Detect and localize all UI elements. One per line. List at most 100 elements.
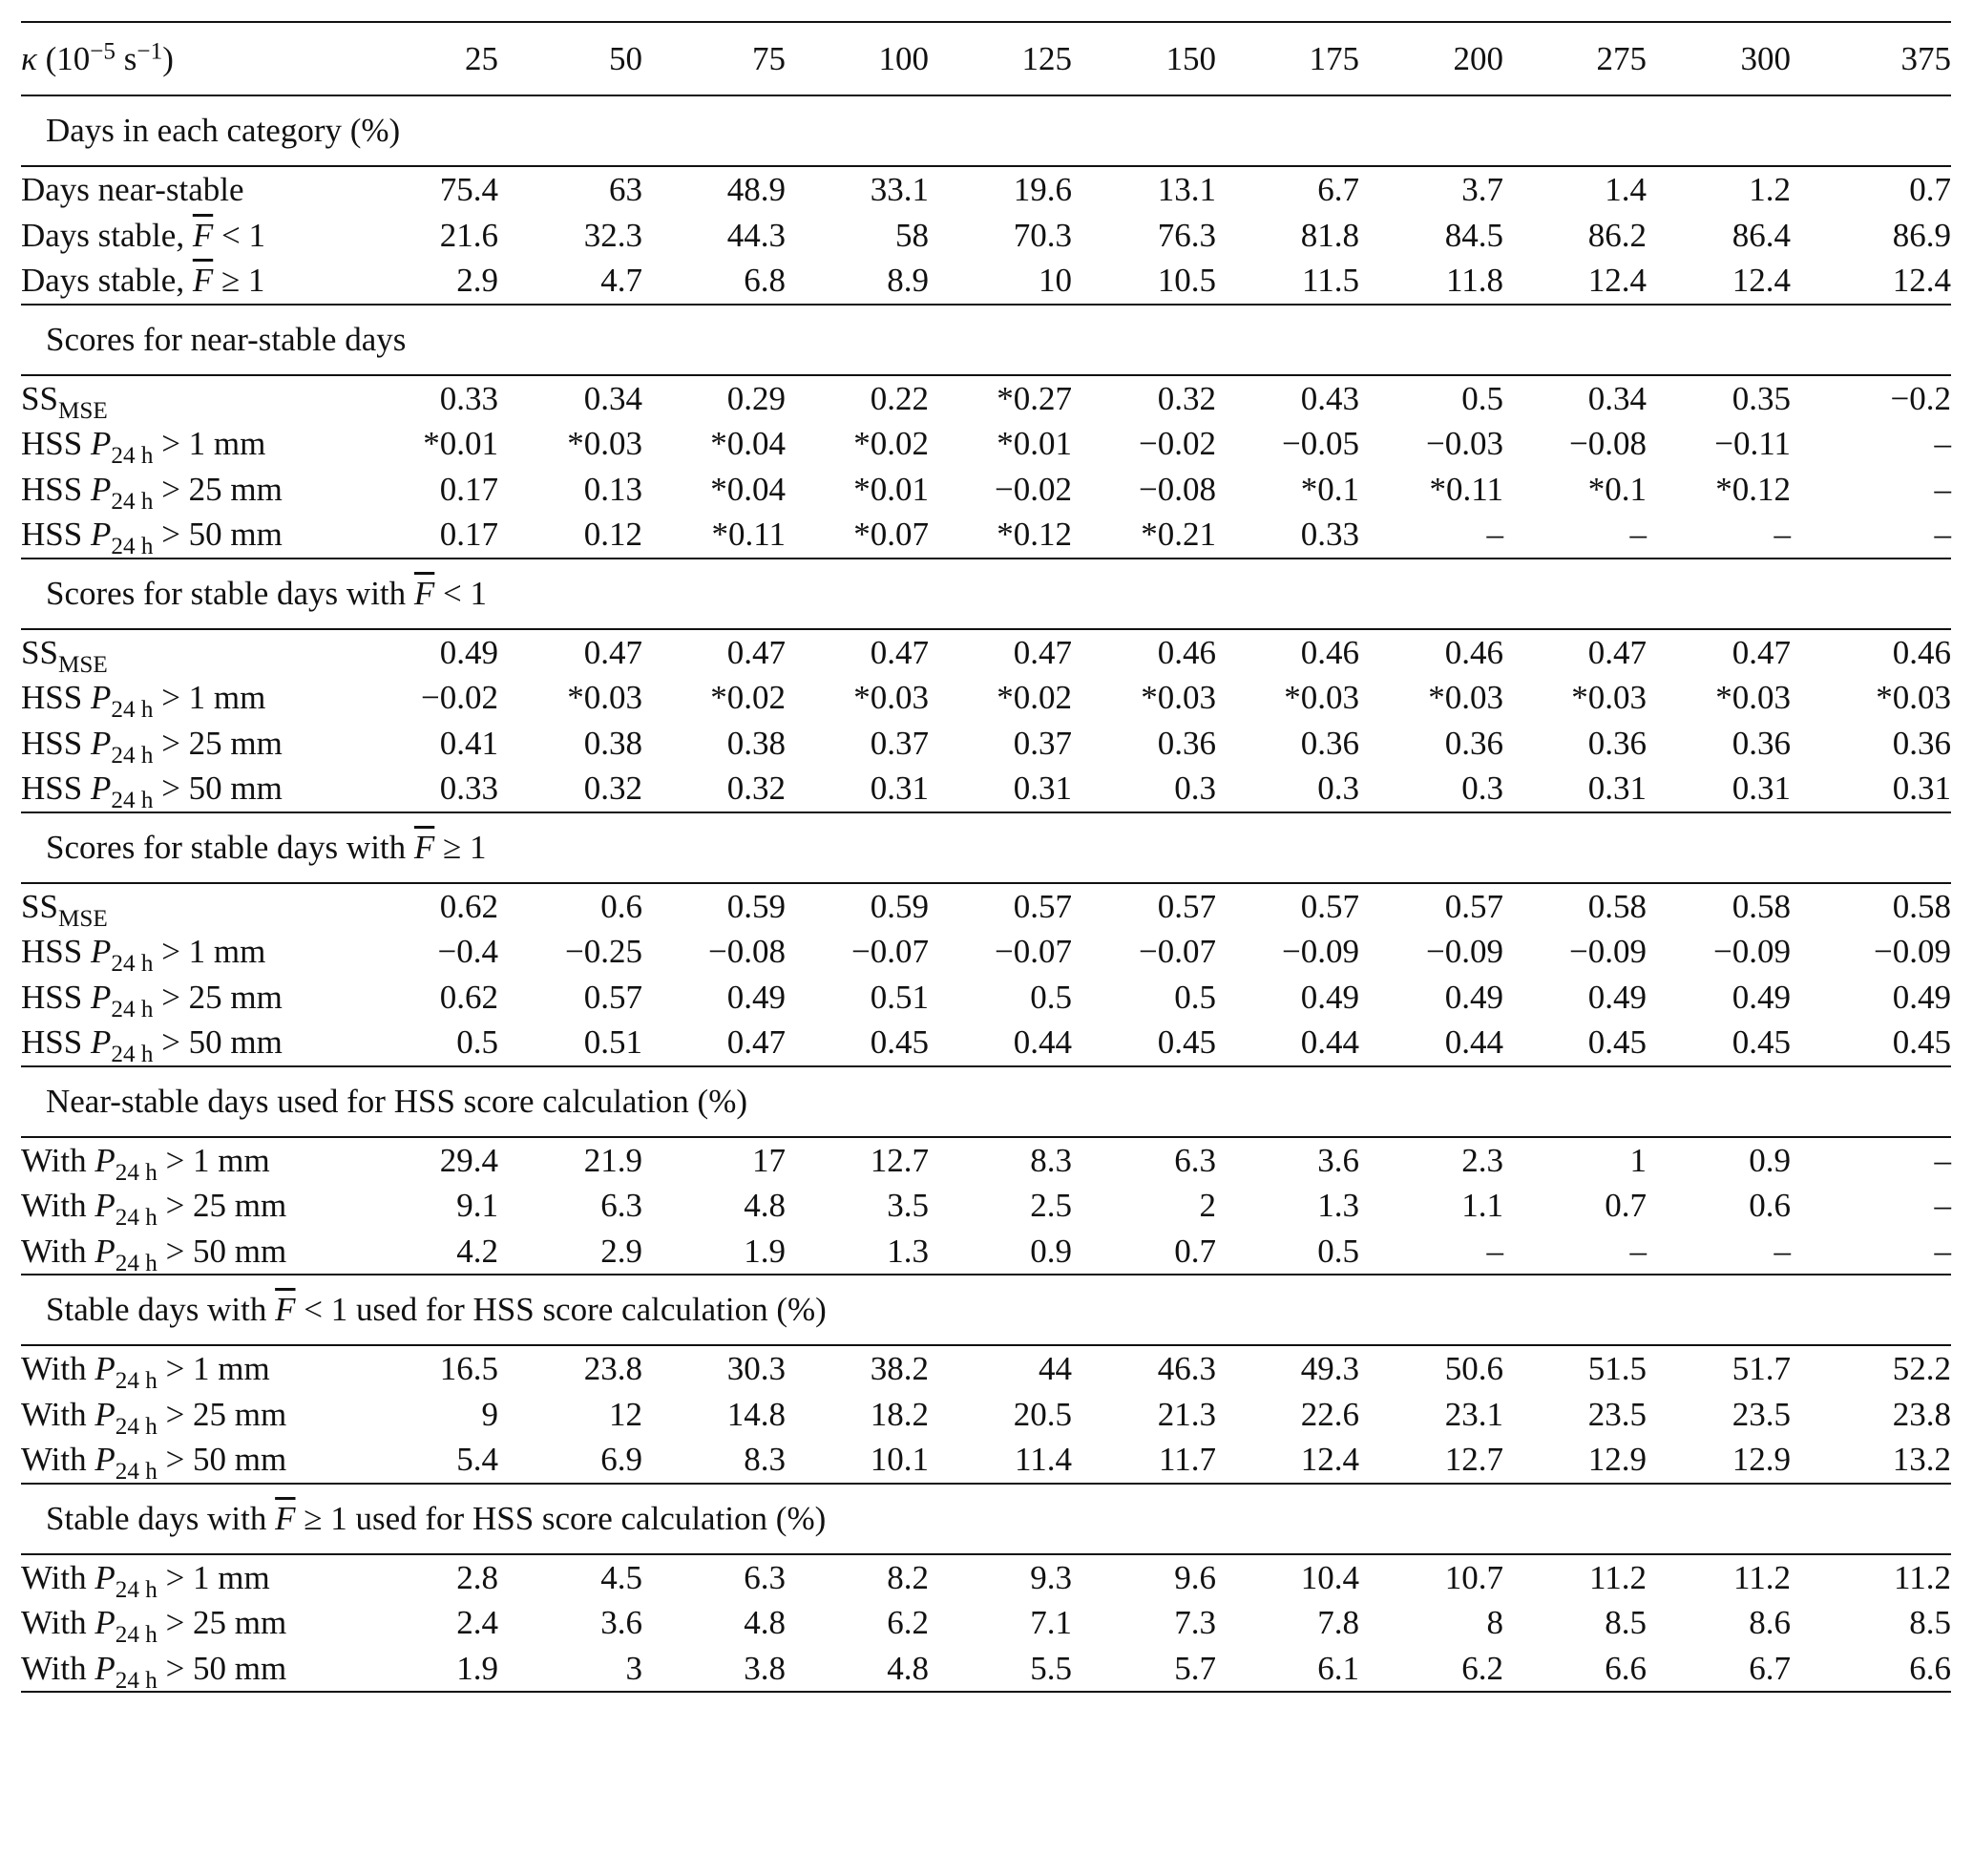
table-cell: 6.9	[498, 1437, 642, 1485]
table-cell: 0.57	[1444, 887, 1503, 925]
table-cell: 0.9	[1749, 1141, 1791, 1179]
table-cell: 0.3	[1216, 766, 1359, 813]
table-cell: −0.07	[851, 933, 929, 970]
table-cell: 50.6	[1444, 1350, 1503, 1387]
table-cell: −0.25	[565, 933, 642, 970]
table-cell: 0.32	[498, 766, 642, 813]
table-cell: −0.03	[1426, 425, 1503, 462]
table-cell: 20.5	[1013, 1395, 1072, 1433]
header-row: κ (10−5 s−1) 25 50 75 100 125 150 175 20…	[21, 21, 1951, 96]
table-cell: 1.9	[358, 1645, 498, 1693]
table-cell: *0.11	[642, 512, 786, 559]
table-cell: –	[1791, 1228, 1951, 1275]
table-cell: *0.03	[567, 679, 642, 716]
table-cell: 0.37	[1013, 724, 1072, 762]
table-cell: 63	[609, 171, 642, 208]
table-cell: 0.57	[583, 978, 642, 1016]
table-cell: 6.3	[600, 1187, 642, 1224]
table-cell: 0.32	[1157, 379, 1216, 417]
table-cell: 0.43	[1300, 379, 1359, 417]
table-cell: 0.51	[498, 1020, 642, 1067]
table-cell: 10	[929, 258, 1072, 306]
table-cell: 0.17	[439, 470, 498, 508]
table-cell: 0.3	[1072, 766, 1216, 813]
table-cell: *0.02	[997, 679, 1072, 716]
table-cell: 0.7	[1909, 171, 1951, 208]
table-cell: 11.2	[1733, 1558, 1791, 1596]
table-cell: *0.07	[786, 512, 929, 559]
table-cell: 48.9	[726, 171, 786, 208]
table-cell: *0.11	[1429, 470, 1503, 508]
table-cell: 44.3	[726, 216, 786, 254]
table-cell: 0.45	[1791, 1020, 1951, 1067]
table-cell: 11.5	[1216, 258, 1359, 306]
table-cell: 2.8	[456, 1558, 498, 1596]
table-cell: 19.6	[1013, 171, 1072, 208]
table-cell: 38.2	[870, 1350, 929, 1387]
table-row: With P24 h > 1 mm 16.5 23.8 30.3 38.2 44 46.3 4…	[21, 1345, 1951, 1393]
table-cell: 13.2	[1791, 1437, 1951, 1485]
table-cell: –	[1503, 512, 1647, 559]
table-cell: 6.2	[1359, 1645, 1503, 1693]
section-heading: Scores for stable days with F ≥ 1	[21, 812, 1951, 884]
table-cell: 0.12	[498, 512, 642, 559]
column-header: 375	[1791, 21, 1951, 96]
table-cell: −0.11	[1714, 425, 1791, 462]
table-cell: 9.3	[1030, 1558, 1072, 1596]
table-cell: 0.51	[870, 978, 929, 1016]
table-cell: 3.5	[887, 1187, 929, 1224]
table-cell: –	[1934, 470, 1952, 508]
table-cell: 0.47	[1013, 633, 1072, 671]
table-cell: 58	[895, 216, 929, 254]
table-cell: 2.5	[1030, 1187, 1072, 1224]
table-cell: 0.59	[870, 887, 929, 925]
table-cell: 0.49	[439, 633, 498, 671]
table-cell: 8.2	[887, 1558, 929, 1596]
table-cell: −0.09	[1713, 933, 1791, 970]
table-cell: 12.4	[1216, 1437, 1359, 1485]
table-cell: 3.6	[1317, 1141, 1359, 1179]
row-label: HSS P24 h > 50 mm	[21, 1020, 358, 1067]
table-cell: −0.4	[437, 933, 499, 970]
table-row: With P24 h > 25 mm 9 12 14.8 18.2 20.5 21.3 22.…	[21, 1392, 1951, 1440]
table-cell: *0.12	[929, 512, 1072, 559]
column-header: 75	[642, 21, 786, 96]
section-heading: Scores for near-stable days	[21, 304, 1951, 376]
table-cell: *0.02	[853, 425, 929, 462]
table-cell: *0.03	[1715, 679, 1791, 716]
kappa-header: κ (10−5 s−1)	[21, 21, 358, 96]
table-cell: 12.7	[870, 1141, 929, 1179]
table-cell: −0.08	[708, 933, 786, 970]
table-cell: 86.2	[1587, 216, 1647, 254]
table-cell: 0.58	[1587, 887, 1647, 925]
table-cell: 9.1	[456, 1187, 498, 1224]
table-cell: 21.3	[1157, 1395, 1216, 1433]
row-label: With P24 h > 50 mm	[21, 1437, 358, 1485]
row-label: With P24 h > 1 mm	[21, 1141, 270, 1186]
table-cell: 4.2	[358, 1228, 498, 1275]
table-cell: 0.5	[1461, 379, 1503, 417]
table-cell: 0.41	[439, 724, 498, 762]
table-cell: 0.32	[642, 766, 786, 813]
row-label: With P24 h > 50 mm	[21, 1228, 358, 1275]
table-cell: *0.02	[710, 679, 786, 716]
table-cell: 1.9	[642, 1228, 786, 1275]
table-cell: 0.33	[358, 766, 498, 813]
table-cell: 0.5	[1174, 978, 1216, 1016]
row-label: HSS P24 h > 25 mm	[21, 470, 283, 515]
table-cell: 10.5	[1072, 258, 1216, 306]
table-cell: 10.4	[1300, 1558, 1359, 1596]
table-cell: 12.4	[1791, 258, 1951, 306]
table-cell: 2.3	[1461, 1141, 1503, 1179]
row-label: With P24 h > 25 mm	[21, 1395, 287, 1440]
column-header: 125	[929, 21, 1072, 96]
column-header: 25	[358, 21, 498, 96]
table-cell: 0.58	[1892, 887, 1951, 925]
table-cell: 1	[1629, 1141, 1648, 1179]
table-cell: 0.45	[786, 1020, 929, 1067]
table-cell: 6.6	[1791, 1645, 1951, 1693]
table-cell: 46.3	[1157, 1350, 1216, 1387]
table-cell: −0.02	[1139, 425, 1216, 462]
table-row: With P24 h > 25 mm 9.1 6.3 4.8 3.5 2.5 2 1.3 1.1…	[21, 1183, 1951, 1230]
table-cell: 0.47	[1587, 633, 1647, 671]
